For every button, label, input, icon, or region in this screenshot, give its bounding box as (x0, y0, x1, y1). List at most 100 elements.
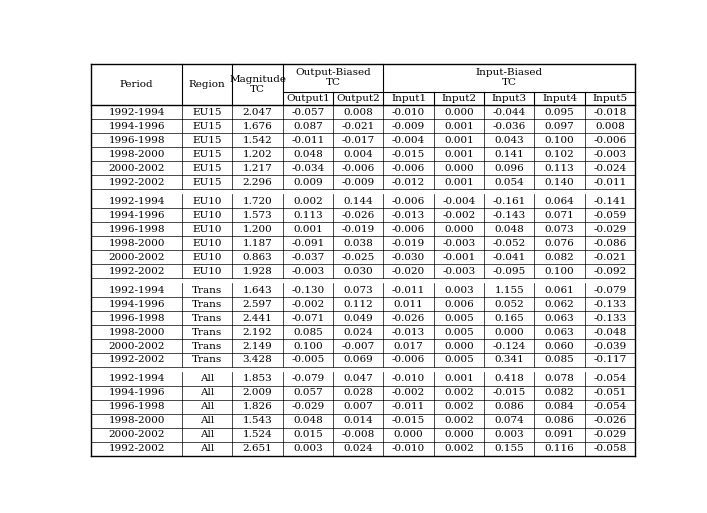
Text: 1.155: 1.155 (494, 286, 524, 294)
Text: 1.643: 1.643 (243, 286, 272, 294)
Text: 0.000: 0.000 (444, 164, 474, 173)
Text: 2.441: 2.441 (243, 313, 272, 323)
Text: 1.676: 1.676 (243, 122, 272, 131)
Text: 1.928: 1.928 (243, 267, 272, 275)
Text: 0.001: 0.001 (444, 374, 474, 383)
Text: 1996-1998: 1996-1998 (108, 136, 165, 145)
Text: 0.155: 0.155 (494, 444, 524, 453)
Text: -0.059: -0.059 (593, 211, 626, 220)
Text: 0.057: 0.057 (293, 388, 323, 398)
Text: 0.003: 0.003 (444, 286, 474, 294)
Text: 0.017: 0.017 (394, 342, 423, 350)
Text: 1994-1996: 1994-1996 (108, 300, 165, 308)
Text: 0.086: 0.086 (545, 417, 575, 425)
Text: -0.004: -0.004 (392, 136, 425, 145)
Text: 0.418: 0.418 (494, 374, 524, 383)
Text: -0.002: -0.002 (443, 211, 476, 220)
Text: -0.048: -0.048 (593, 327, 626, 337)
Text: -0.015: -0.015 (493, 388, 526, 398)
Text: 1.853: 1.853 (243, 374, 272, 383)
Text: Trans: Trans (192, 313, 222, 323)
Text: EU10: EU10 (192, 239, 222, 248)
Text: 0.049: 0.049 (344, 313, 373, 323)
Text: 0.116: 0.116 (545, 444, 575, 453)
Text: 1992-1994: 1992-1994 (108, 286, 165, 294)
Text: 0.000: 0.000 (494, 327, 524, 337)
Text: 2.192: 2.192 (243, 327, 272, 337)
Text: 0.100: 0.100 (545, 136, 575, 145)
Text: 2000-2002: 2000-2002 (108, 253, 165, 262)
Text: 0.014: 0.014 (344, 417, 373, 425)
Text: 0.005: 0.005 (444, 313, 474, 323)
Text: 0.000: 0.000 (444, 430, 474, 439)
Text: 1.200: 1.200 (243, 225, 272, 234)
Text: 1.217: 1.217 (243, 164, 272, 173)
Text: -0.009: -0.009 (392, 122, 425, 131)
Text: -0.092: -0.092 (593, 267, 626, 275)
Text: 0.011: 0.011 (394, 300, 423, 308)
Text: 0.113: 0.113 (293, 211, 323, 220)
Text: 0.048: 0.048 (293, 417, 323, 425)
Text: -0.010: -0.010 (392, 444, 425, 453)
Text: -0.013: -0.013 (392, 327, 425, 337)
Text: 3.428: 3.428 (243, 356, 272, 365)
Text: 2.009: 2.009 (243, 388, 272, 398)
Text: 0.071: 0.071 (545, 211, 575, 220)
Text: 0.097: 0.097 (545, 122, 575, 131)
Text: 0.002: 0.002 (444, 417, 474, 425)
Text: 0.140: 0.140 (545, 178, 575, 187)
Text: 0.073: 0.073 (344, 286, 373, 294)
Text: 0.095: 0.095 (545, 108, 575, 117)
Text: 0.003: 0.003 (494, 430, 524, 439)
Text: Output2: Output2 (337, 94, 380, 103)
Text: 0.043: 0.043 (494, 136, 524, 145)
Text: -0.039: -0.039 (593, 342, 626, 350)
Text: -0.029: -0.029 (593, 225, 626, 234)
Text: -0.117: -0.117 (593, 356, 626, 365)
Text: -0.143: -0.143 (493, 211, 526, 220)
Text: -0.005: -0.005 (291, 356, 325, 365)
Text: 0.006: 0.006 (444, 300, 474, 308)
Text: 0.024: 0.024 (344, 444, 373, 453)
Text: 1992-2002: 1992-2002 (108, 178, 165, 187)
Text: 0.100: 0.100 (293, 342, 323, 350)
Text: -0.054: -0.054 (593, 374, 626, 383)
Text: 1994-1996: 1994-1996 (108, 388, 165, 398)
Text: -0.010: -0.010 (392, 108, 425, 117)
Text: 0.060: 0.060 (545, 342, 575, 350)
Text: 2.296: 2.296 (243, 178, 272, 187)
Text: Output-Biased
TC: Output-Biased TC (296, 68, 371, 87)
Text: Trans: Trans (192, 300, 222, 308)
Text: -0.003: -0.003 (443, 267, 476, 275)
Text: 1992-1994: 1992-1994 (108, 374, 165, 383)
Text: -0.015: -0.015 (392, 417, 425, 425)
Text: 0.028: 0.028 (344, 388, 373, 398)
Text: Magnitude
TC: Magnitude TC (229, 75, 286, 94)
Text: -0.004: -0.004 (443, 197, 476, 206)
Text: Input5: Input5 (592, 94, 628, 103)
Text: -0.044: -0.044 (493, 108, 526, 117)
Text: 0.008: 0.008 (595, 122, 625, 131)
Text: -0.026: -0.026 (593, 417, 626, 425)
Text: 0.100: 0.100 (545, 267, 575, 275)
Text: 2.651: 2.651 (243, 444, 272, 453)
Text: 0.085: 0.085 (545, 356, 575, 365)
Text: 0.048: 0.048 (494, 225, 524, 234)
Text: Trans: Trans (192, 286, 222, 294)
Text: 0.002: 0.002 (293, 197, 323, 206)
Text: -0.041: -0.041 (493, 253, 526, 262)
Text: -0.079: -0.079 (593, 286, 626, 294)
Text: Output1: Output1 (286, 94, 329, 103)
Text: -0.130: -0.130 (291, 286, 325, 294)
Text: -0.012: -0.012 (392, 178, 425, 187)
Text: -0.009: -0.009 (341, 178, 375, 187)
Text: -0.030: -0.030 (392, 253, 425, 262)
Text: 2.149: 2.149 (243, 342, 272, 350)
Text: -0.034: -0.034 (291, 164, 325, 173)
Text: 0.084: 0.084 (545, 402, 575, 411)
Text: 0.001: 0.001 (444, 136, 474, 145)
Text: -0.019: -0.019 (341, 225, 375, 234)
Text: 0.008: 0.008 (344, 108, 373, 117)
Text: 2000-2002: 2000-2002 (108, 164, 165, 173)
Text: 0.001: 0.001 (444, 122, 474, 131)
